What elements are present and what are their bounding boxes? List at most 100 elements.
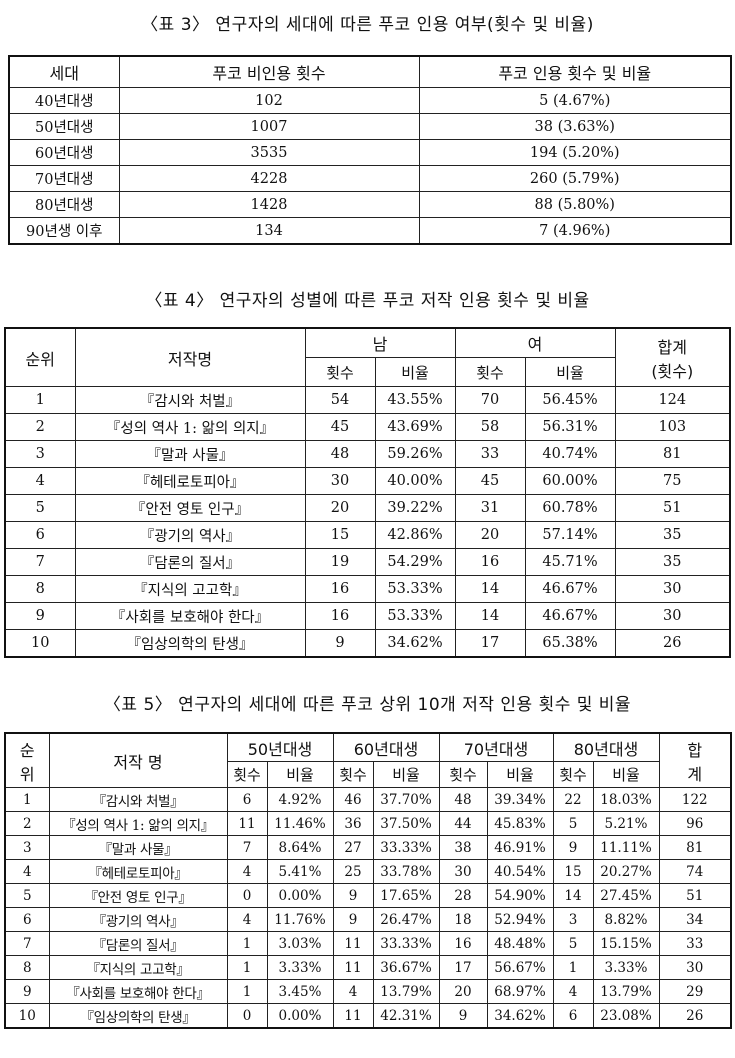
generation-top10-table: 순 위 저작 명 50년대생 60년대생 70년대생 80년대생 합 계 횟수 … [4,732,732,1029]
cell-title: 『임상의학의 탄생』 [74,629,306,658]
cell-title: 『사회를 보호해야 한다』 [48,979,228,1004]
cell-noncite-count: 1428 [118,191,420,218]
cell-gen70-ratio: 54.90% [486,883,554,908]
table-row: 7 『담론의 질서』 1 3.03% 11 33.33% 16 48.48% 5 15.15% 33 [4,931,732,956]
table-row: 4 『헤테로토피아』 30 40.00% 45 60.00% 75 [4,467,731,495]
cell-title: 『담론의 질서』 [48,931,228,956]
cell-total: 34 [658,907,732,932]
header-male: 남 [304,327,456,358]
cell-gen50-count: 11 [226,811,268,836]
cell-gen80-ratio: 18.03% [592,787,660,812]
cell-gen50-count: 1 [226,979,268,1004]
cell-gen80-ratio: 20.27% [592,859,660,884]
cell-rank: 3 [4,835,50,860]
cell-noncite-count: 102 [118,87,420,114]
cell-gen70-ratio: 45.83% [486,811,554,836]
header-total-line1: 합계 [657,337,687,357]
cell-gen50-count: 4 [226,859,268,884]
cell-gen50-count: 4 [226,907,268,932]
cell-gen80-count: 3 [552,907,594,932]
table-row: 8 『지식의 고고학』 1 3.33% 11 36.67% 17 56.67% 1 3.33% 30 [4,955,732,980]
cell-title: 『성의 역사 1: 앎의 의지』 [48,811,228,836]
cell-gen60-count: 25 [332,859,374,884]
header-total-line1: 합 [687,740,703,760]
cell-gen70-count: 18 [438,907,488,932]
table-row: 10 『임상의학의 탄생』 9 34.62% 17 65.38% 26 [4,629,731,658]
cell-gen80-ratio: 23.08% [592,1003,660,1029]
table-row: 50년대생 1007 38 (3.63%) [8,113,732,140]
cell-gen50-ratio: 11.76% [266,907,334,932]
cell-gen50-ratio: 5.41% [266,859,334,884]
cell-gen80-ratio: 27.45% [592,883,660,908]
cell-total: 30 [658,955,732,980]
cell-gen80-count: 5 [552,811,594,836]
cell-noncite-count: 134 [118,217,420,245]
cell-rank: 9 [4,979,50,1004]
cell-cite-count-ratio: 88 (5.80%) [418,191,732,218]
cell-gen60-count: 36 [332,811,374,836]
cell-total: 74 [658,859,732,884]
table-row: 6 『광기의 역사』 15 42.86% 20 57.14% 35 [4,521,731,549]
cell-rank: 10 [4,629,76,658]
header-female-ratio: 비율 [524,357,616,387]
cell-total: 35 [614,548,731,576]
header-rank: 순 위 [4,732,50,788]
cell-male-ratio: 53.33% [374,575,456,603]
cell-male-ratio: 42.86% [374,521,456,549]
cell-total: 30 [614,575,731,603]
cell-gen70-ratio: 39.34% [486,787,554,812]
cell-female-count: 17 [454,629,526,658]
cell-rank: 2 [4,811,50,836]
cell-female-ratio: 56.45% [524,386,616,414]
table-row: 9 『사회를 보호해야 한다』 16 53.33% 14 46.67% 30 [4,602,731,630]
header-total: 합계 (횟수) [614,327,731,387]
header-rank: 순위 [4,327,76,387]
cell-male-count: 16 [304,575,376,603]
table-row: 1 『감시와 처벌』 54 43.55% 70 56.45% 124 [4,386,731,414]
cell-title: 『안전 영토 인구』 [74,494,306,522]
cell-gen50-count: 0 [226,1003,268,1029]
cell-gen50-count: 7 [226,835,268,860]
cell-title: 『말과 사물』 [74,440,306,468]
header-gen70: 70년대생 [438,732,554,762]
cell-title: 『안전 영토 인구』 [48,883,228,908]
header-gen50-count: 횟수 [226,761,268,788]
cell-gen50-ratio: 3.03% [266,931,334,956]
header-total-line2: 계 [687,764,703,784]
header-gen50: 50년대생 [226,732,334,762]
cell-gen70-count: 28 [438,883,488,908]
cell-total: 29 [658,979,732,1004]
cell-title: 『사회를 보호해야 한다』 [74,602,306,630]
cell-gen60-count: 11 [332,955,374,980]
header-rank-line2: 위 [19,764,35,784]
cell-gen80-count: 15 [552,859,594,884]
table-row: 60년대생 3535 194 (5.20%) [8,139,732,166]
cell-rank: 8 [4,575,76,603]
cell-gen50-ratio: 4.92% [266,787,334,812]
cell-gen70-count: 38 [438,835,488,860]
cell-gen60-count: 11 [332,1003,374,1029]
header-rank-line1: 순 [19,740,35,760]
cell-rank: 4 [4,467,76,495]
cell-gen60-ratio: 37.70% [372,787,440,812]
cell-gen50-ratio: 3.33% [266,955,334,980]
header-noncite-count: 푸코 비인용 횟수 [118,55,420,88]
cell-cite-count-ratio: 7 (4.96%) [418,217,732,245]
cell-male-count: 30 [304,467,376,495]
cell-male-ratio: 43.55% [374,386,456,414]
cell-rank: 4 [4,859,50,884]
cell-rank: 6 [4,521,76,549]
cell-gen80-ratio: 5.21% [592,811,660,836]
cell-gen60-ratio: 42.31% [372,1003,440,1029]
cell-cite-count-ratio: 194 (5.20%) [418,139,732,166]
cell-total: 124 [614,386,731,414]
cell-noncite-count: 1007 [118,113,420,140]
header-male-ratio: 비율 [374,357,456,387]
cell-gen60-count: 46 [332,787,374,812]
cell-gen60-count: 4 [332,979,374,1004]
cell-title: 『지식의 고고학』 [74,575,306,603]
cell-gen80-count: 14 [552,883,594,908]
header-gen60-count: 횟수 [332,761,374,788]
cell-total: 51 [658,883,732,908]
cell-female-count: 20 [454,521,526,549]
